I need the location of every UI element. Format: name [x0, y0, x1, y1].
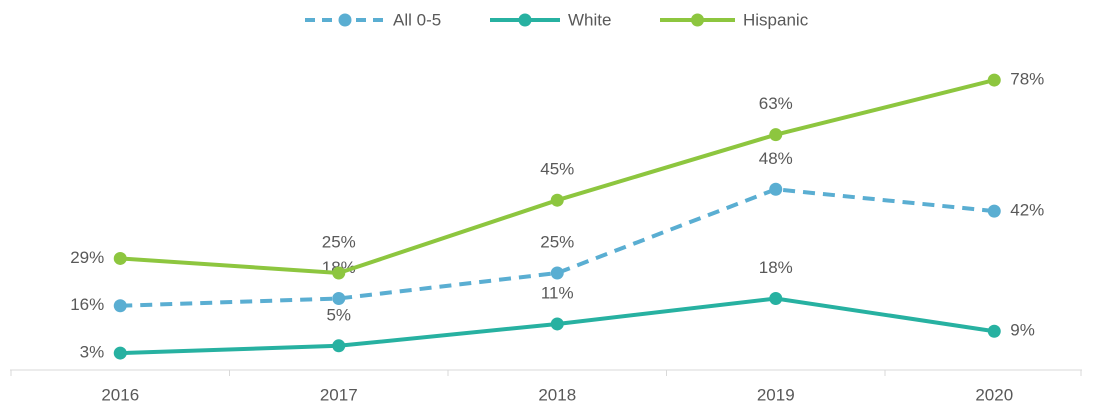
point	[113, 299, 127, 313]
point	[332, 291, 346, 305]
point	[769, 291, 783, 305]
point	[113, 346, 127, 360]
data-label: 16%	[70, 295, 104, 314]
x-tick-label: 2017	[320, 385, 358, 404]
point	[769, 182, 783, 196]
point	[550, 193, 564, 207]
data-label: 25%	[540, 232, 574, 251]
data-label: 42%	[1010, 201, 1044, 220]
data-label: 78%	[1010, 70, 1044, 89]
point	[113, 251, 127, 265]
data-label: 63%	[759, 94, 793, 113]
x-tick-label: 2018	[538, 385, 576, 404]
point	[987, 324, 1001, 338]
data-label: 29%	[70, 248, 104, 267]
data-label: 3%	[80, 343, 105, 362]
data-label: 45%	[540, 160, 574, 179]
point	[550, 317, 564, 331]
data-label: 25%	[322, 232, 356, 251]
x-tick-label: 2019	[757, 385, 795, 404]
point	[550, 266, 564, 280]
data-label: 18%	[759, 258, 793, 277]
data-label: 11%	[541, 283, 574, 302]
point	[987, 204, 1001, 218]
point	[332, 339, 346, 353]
data-label: 48%	[759, 149, 793, 168]
legend-marker	[338, 13, 352, 27]
point	[332, 266, 346, 280]
legend-marker	[518, 13, 532, 27]
legend-marker	[691, 13, 704, 27]
point	[769, 128, 783, 142]
legend-label: All 0-5	[393, 10, 441, 29]
data-label: 9%	[1010, 321, 1035, 340]
legend-label: White	[568, 10, 611, 29]
point	[987, 73, 1001, 87]
x-tick-label: 2016	[101, 385, 139, 404]
x-tick-label: 2020	[975, 385, 1013, 404]
legend-label: Hispanic	[743, 10, 809, 29]
series-line	[120, 187, 995, 308]
data-label: 5%	[326, 305, 351, 324]
